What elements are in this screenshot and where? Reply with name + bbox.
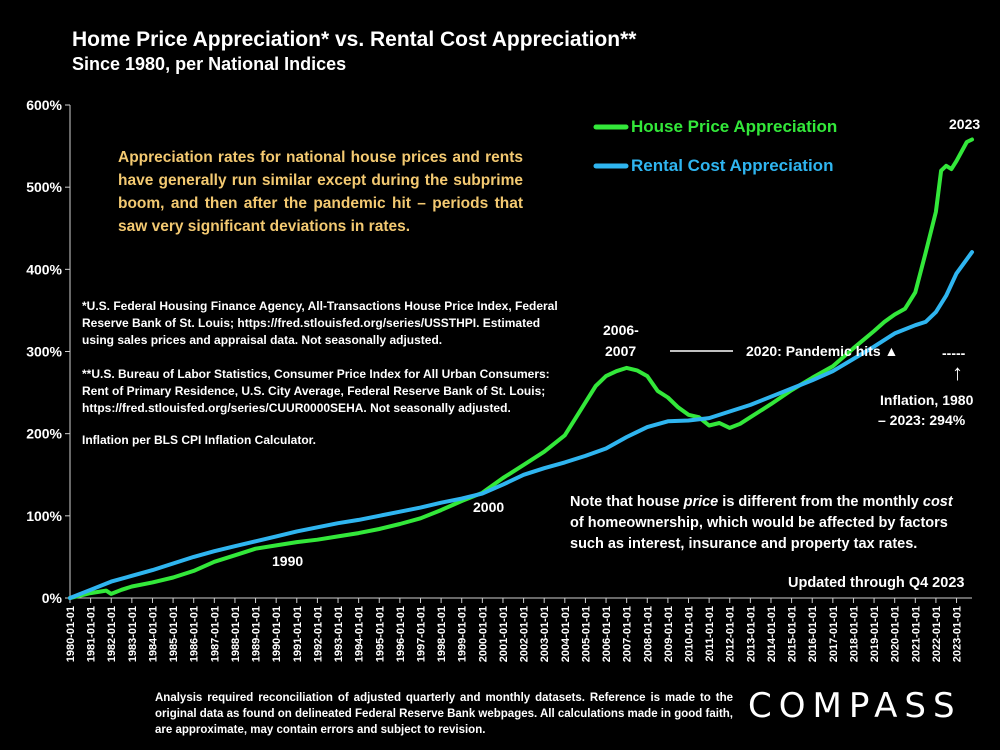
y-tick-label: 600%	[26, 97, 62, 113]
y-tick-label: 100%	[26, 508, 62, 524]
x-tick-label: 2012-01-01	[725, 606, 737, 662]
price-note-part-1: Note that house	[570, 494, 684, 510]
legend	[593, 124, 733, 352]
legend-label-rent: Rental Cost Appreciation	[631, 156, 834, 175]
y-tick-label: 400%	[26, 261, 62, 277]
x-tick-label: 1980-01-01	[65, 606, 77, 662]
x-tick-label: 1981-01-01	[86, 606, 98, 662]
compass-logo: COMPASS	[748, 686, 962, 726]
x-tick-label: 2014-01-01	[766, 606, 778, 662]
x-tick-label: 2016-01-01	[807, 606, 819, 662]
x-tick-label: 2006-01-01	[601, 606, 613, 662]
x-tick-label: 2003-01-01	[539, 606, 551, 662]
x-tick-label: 2000-01-01	[477, 606, 489, 662]
x-tick-label: 2020-01-01	[890, 606, 902, 662]
y-tick-label: 300%	[26, 344, 62, 360]
annotation-inflation-line2: – 2023: 294%	[878, 412, 966, 428]
x-tick-label: 2018-01-01	[848, 606, 860, 662]
price-note-part-2: price	[683, 494, 719, 510]
x-tick-label: 2013-01-01	[745, 606, 757, 662]
legend-label-house: House Price Appreciation	[631, 117, 838, 136]
x-tick-label: 1993-01-01	[333, 606, 345, 662]
price-note-part-4: cost	[922, 494, 953, 510]
x-tick-label: 2008-01-01	[642, 606, 654, 662]
callout-text: Appreciation rates for national house pr…	[118, 149, 523, 235]
x-tick-label: 2001-01-01	[498, 606, 510, 662]
x-tick-label: 2011-01-01	[704, 606, 716, 662]
x-tick-label: 1992-01-01	[312, 606, 324, 662]
y-tick-label: 500%	[26, 179, 62, 195]
x-tick-label: 1997-01-01	[415, 606, 427, 662]
x-tick-label: 1994-01-01	[354, 606, 366, 662]
price-note-part-3: is different from the monthly	[718, 494, 923, 510]
x-tick-label: 2017-01-01	[828, 606, 840, 662]
inflation-arrow: ↑	[952, 360, 963, 385]
y-tick-label: 200%	[26, 426, 62, 442]
chart-subtitle: Since 1980, per National Indices	[72, 54, 347, 74]
x-tick-label: 1995-01-01	[374, 606, 386, 662]
rental-cost-line	[68, 250, 974, 600]
inflation-source-note: Inflation per BLS CPI Inflation Calculat…	[82, 433, 317, 447]
x-tick-label: 1996-01-01	[395, 606, 407, 662]
x-tick-label: 1988-01-01	[230, 606, 242, 662]
x-tick-label: 2015-01-01	[787, 606, 799, 662]
x-tick-label: 2010-01-01	[684, 606, 696, 662]
x-tick-label: 2023-01-01	[952, 606, 964, 662]
annotation-pandemic: 2020: Pandemic hits ▲	[746, 343, 899, 359]
y-tick-label: 0%	[42, 590, 63, 606]
x-axis: 1980-01-01 1981-01-01 1982-01-01 1983-01-01…	[65, 597, 972, 662]
x-tick-label: 1986-01-01	[189, 606, 201, 662]
series-lines	[68, 137, 974, 600]
x-tick-label: 1982-01-01	[106, 606, 118, 662]
x-tick-label: 1987-01-01	[209, 606, 221, 662]
x-tick-label: 2009-01-01	[663, 606, 675, 662]
x-tick-label: 1984-01-01	[147, 606, 159, 662]
x-tick-label: 2022-01-01	[931, 606, 943, 662]
annotation-2000: 2000	[473, 499, 505, 515]
x-tick-label: 1998-01-01	[436, 606, 448, 662]
price-note-part-5: of homeownership, which would be affecte…	[570, 515, 948, 552]
x-tick-label: 1990-01-01	[271, 606, 283, 662]
x-tick-label: 1985-01-01	[168, 606, 180, 662]
x-tick-label: 2005-01-01	[580, 606, 592, 662]
updated-label: Updated through Q4 2023	[788, 575, 965, 591]
x-tick-label: 2021-01-01	[910, 606, 922, 662]
x-tick-label: 2004-01-01	[560, 606, 572, 662]
annotation-2006-line2: 2007	[605, 343, 637, 359]
x-tick-label: 2019-01-01	[869, 606, 881, 662]
annotation-1990: 1990	[272, 553, 304, 569]
y-axis: 0% 100% 200% 300% 400% 500% 600%	[26, 97, 71, 606]
rent-source-note: **U.S. Bureau of Labor Statistics, Consu…	[82, 367, 550, 415]
x-tick-label: 2002-01-01	[519, 606, 531, 662]
x-tick-label: 1983-01-01	[127, 606, 139, 662]
price-vs-cost-note: Note that house price is different from …	[570, 492, 965, 555]
footer-disclaimer: Analysis required reconciliation of adju…	[155, 692, 733, 736]
annotation-2023: 2023	[949, 116, 981, 132]
house-source-note: *U.S. Federal Housing Finance Agency, Al…	[82, 299, 558, 347]
chart-title: Home Price Appreciation* vs. Rental Cost…	[72, 28, 637, 51]
x-tick-label: 1991-01-01	[292, 606, 304, 662]
x-tick-label: 2007-01-01	[622, 606, 634, 662]
x-tick-label: 1999-01-01	[457, 606, 469, 662]
inflation-dash: -----	[942, 345, 966, 361]
x-tick-label: 1989-01-01	[251, 606, 263, 662]
annotation-2006-line1: 2006-	[603, 322, 639, 338]
house-price-line	[68, 137, 974, 600]
annotation-inflation-line1: Inflation, 1980	[880, 392, 974, 408]
